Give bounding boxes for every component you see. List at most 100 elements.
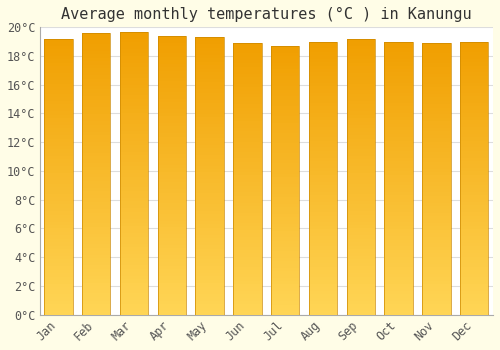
Bar <box>120 237 148 240</box>
Bar <box>460 65 488 69</box>
Bar <box>44 235 72 239</box>
Bar <box>234 135 262 138</box>
Bar <box>271 123 300 127</box>
Bar <box>234 226 262 230</box>
Bar <box>234 104 262 107</box>
Bar <box>196 62 224 65</box>
Bar <box>82 96 110 100</box>
Bar <box>158 137 186 140</box>
Bar <box>422 97 450 101</box>
Bar <box>44 128 72 132</box>
Bar <box>196 197 224 200</box>
Bar <box>460 144 488 147</box>
Bar <box>234 301 262 304</box>
Bar <box>120 102 148 106</box>
Bar <box>346 222 375 225</box>
Bar <box>384 141 413 144</box>
Bar <box>82 209 110 212</box>
Bar <box>271 69 300 73</box>
Bar <box>196 86 224 89</box>
Bar <box>271 110 300 113</box>
Bar <box>422 138 450 141</box>
Bar <box>158 109 186 113</box>
Bar <box>196 311 224 315</box>
Bar <box>384 154 413 158</box>
Bar <box>309 246 337 250</box>
Bar <box>196 256 224 259</box>
Bar <box>460 229 488 233</box>
Bar <box>422 107 450 111</box>
Bar <box>422 43 450 47</box>
Bar <box>460 308 488 311</box>
Bar <box>346 194 375 197</box>
Bar <box>309 72 337 76</box>
Bar <box>82 79 110 82</box>
Bar <box>384 277 413 280</box>
Bar <box>44 125 72 128</box>
Bar <box>44 208 72 211</box>
Bar <box>346 101 375 104</box>
Bar <box>44 97 72 101</box>
Bar <box>271 234 300 237</box>
Bar <box>82 125 110 128</box>
Bar <box>158 78 186 81</box>
Bar <box>196 107 224 110</box>
Bar <box>234 84 262 87</box>
Bar <box>82 47 110 51</box>
Bar <box>384 205 413 209</box>
Bar <box>422 118 450 121</box>
Bar <box>44 56 72 60</box>
Bar <box>158 64 186 67</box>
Bar <box>346 94 375 97</box>
Bar <box>346 132 375 135</box>
Bar <box>271 210 300 214</box>
Bar <box>422 57 450 60</box>
Bar <box>196 51 224 55</box>
Bar <box>234 155 262 159</box>
Bar <box>234 253 262 257</box>
Bar <box>422 260 450 264</box>
Bar <box>196 231 224 235</box>
Bar <box>384 284 413 287</box>
Bar <box>120 233 148 237</box>
Bar <box>44 280 72 284</box>
Bar <box>346 87 375 91</box>
Bar <box>271 254 300 258</box>
Bar <box>309 277 337 280</box>
Bar <box>234 216 262 219</box>
Bar <box>44 87 72 91</box>
Bar <box>120 39 148 42</box>
Bar <box>271 140 300 143</box>
Bar <box>384 55 413 59</box>
Bar <box>309 216 337 219</box>
Bar <box>196 259 224 262</box>
Bar <box>120 138 148 141</box>
Bar <box>158 99 186 102</box>
Bar <box>158 206 186 210</box>
Bar <box>271 227 300 231</box>
Bar <box>158 234 186 238</box>
Bar <box>460 137 488 141</box>
Bar <box>460 205 488 209</box>
Bar <box>120 258 148 261</box>
Bar <box>158 280 186 283</box>
Bar <box>346 42 375 46</box>
Bar <box>346 156 375 160</box>
Bar <box>422 233 450 237</box>
Bar <box>196 131 224 134</box>
Bar <box>271 258 300 261</box>
Bar <box>158 168 186 172</box>
Bar <box>158 88 186 92</box>
Bar <box>44 201 72 204</box>
Bar <box>234 114 262 118</box>
Bar <box>82 304 110 308</box>
Bar <box>422 169 450 172</box>
Bar <box>422 152 450 155</box>
Bar <box>384 298 413 301</box>
Bar <box>120 155 148 159</box>
Bar <box>196 304 224 308</box>
Bar <box>460 113 488 117</box>
Bar <box>82 276 110 279</box>
Bar <box>422 50 450 53</box>
Bar <box>196 221 224 224</box>
